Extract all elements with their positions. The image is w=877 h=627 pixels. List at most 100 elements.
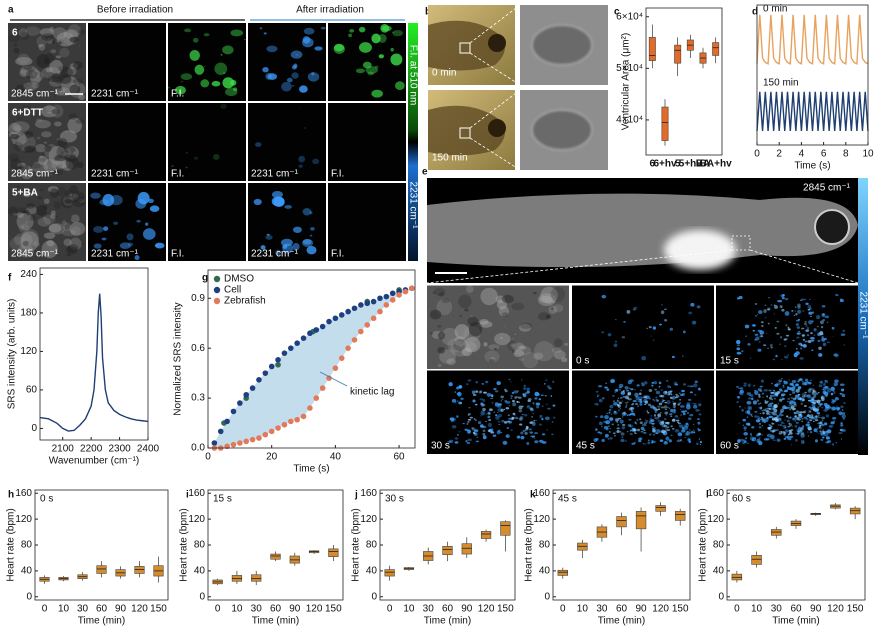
signal-blob <box>673 407 676 409</box>
signal-blob <box>616 421 619 423</box>
signal-blob <box>501 294 514 304</box>
signal-blob <box>807 308 811 311</box>
signal-blob <box>811 391 815 395</box>
signal-blob <box>800 439 805 444</box>
micrograph <box>88 23 166 101</box>
signal-blob <box>698 410 701 411</box>
y-tick-label: 40 <box>21 566 33 577</box>
signal-blob <box>645 419 649 423</box>
signal-blob <box>697 387 701 390</box>
signal-blob <box>516 400 519 403</box>
signal-blob <box>496 299 508 310</box>
signal-blob <box>681 410 686 413</box>
signal-blob <box>41 105 58 118</box>
signal-blob <box>805 302 809 306</box>
signal-blob <box>822 429 825 431</box>
signal-blob <box>471 427 474 429</box>
signal-blob <box>803 393 808 398</box>
signal-blob <box>453 339 467 351</box>
signal-blob <box>789 416 792 419</box>
signal-blob <box>770 346 773 349</box>
box <box>635 511 647 530</box>
x-tick-label: 8 <box>843 149 849 160</box>
signal-blob <box>800 402 804 405</box>
signal-blob <box>698 413 702 416</box>
x-axis-label: Time (min) <box>252 616 299 627</box>
signal-blob <box>696 442 699 445</box>
signal-blob <box>630 425 632 428</box>
signal-blob <box>689 429 691 431</box>
signal-blob <box>39 155 44 159</box>
signal-blob <box>437 325 442 328</box>
x-tick-label: 120 <box>306 604 323 615</box>
signal-blob <box>613 402 618 406</box>
signal-blob <box>36 205 48 216</box>
signal-blob <box>485 413 488 415</box>
signal-blob <box>482 425 487 429</box>
signal-blob <box>746 442 750 445</box>
signal-blob <box>540 394 544 397</box>
zoom-line <box>469 4 521 44</box>
signal-blob <box>25 84 28 87</box>
signal-blob <box>513 345 532 356</box>
signal-blob <box>13 125 23 132</box>
signal-blob <box>783 380 788 385</box>
signal-blob <box>840 298 843 301</box>
point <box>237 440 243 446</box>
signal-blob <box>437 331 446 340</box>
signal-blob <box>671 428 675 430</box>
signal-blob <box>42 154 44 156</box>
time-label: 30 s <box>431 441 450 452</box>
signal-blob <box>802 441 805 443</box>
y-tick-label: 40 <box>539 566 551 577</box>
series-label: 0 min <box>763 4 787 15</box>
colorbar-label: F.I. at 510 nm <box>407 45 418 106</box>
signal-blob <box>50 174 52 176</box>
signal-blob <box>31 82 40 89</box>
signal-blob <box>629 429 632 432</box>
signal-blob <box>682 330 686 334</box>
signal-blob <box>799 429 803 433</box>
point <box>319 385 326 391</box>
signal-blob <box>43 158 57 173</box>
signal-blob <box>819 403 822 406</box>
signal-blob <box>807 413 810 415</box>
image-label: 2231 cm⁻¹ <box>91 89 139 100</box>
signal-blob <box>298 164 303 168</box>
signal-blob <box>797 305 801 309</box>
signal-blob <box>811 406 814 408</box>
signal-blob <box>355 68 365 74</box>
signal-blob <box>536 405 540 409</box>
signal-blob <box>90 192 101 199</box>
inset-label: 45 s <box>558 494 577 505</box>
signal-blob <box>671 355 675 359</box>
signal-blob <box>824 315 830 319</box>
signal-blob <box>607 333 612 337</box>
signal-blob <box>647 441 651 445</box>
signal-blob <box>643 395 648 399</box>
signal-blob <box>649 398 651 400</box>
signal-blob <box>68 113 78 120</box>
x-tick-label: 90 <box>461 604 473 615</box>
signal-blob <box>22 106 30 111</box>
x-tick-label: 10 <box>862 149 874 160</box>
signal-blob <box>658 385 661 388</box>
signal-blob <box>432 291 436 294</box>
signal-blob <box>500 432 503 434</box>
signal-blob <box>527 398 532 401</box>
signal-blob <box>624 411 626 413</box>
point <box>383 293 390 300</box>
box <box>674 44 682 64</box>
signal-blob <box>668 407 671 409</box>
signal-blob <box>774 326 777 329</box>
signal-blob <box>596 395 599 398</box>
signal-blob <box>615 388 619 392</box>
point <box>262 370 269 376</box>
signal-blob <box>653 414 656 417</box>
signal-blob <box>519 417 523 421</box>
signal-blob <box>679 408 682 411</box>
micrograph <box>168 103 246 181</box>
panel-letter: f <box>8 273 12 284</box>
signal-blob <box>487 422 493 428</box>
signal-blob <box>362 61 372 69</box>
